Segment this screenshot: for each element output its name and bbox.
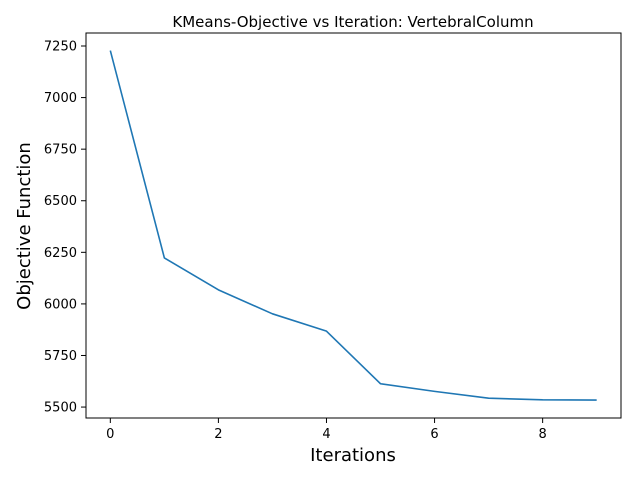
plot-frame — [85, 32, 622, 419]
x-tick-label: 8 — [539, 427, 547, 442]
y-tick-label: 7000 — [44, 91, 77, 106]
plot-background — [86, 33, 621, 418]
x-axis-ticks: 0 2 4 6 8 — [106, 418, 547, 442]
x-tick-label: 2 — [214, 427, 222, 442]
y-tick-label: 6250 — [44, 246, 77, 261]
x-tick-label: 4 — [322, 427, 330, 442]
y-tick-label: 6500 — [44, 194, 77, 209]
y-axis-ticks: 5500 5750 6000 6250 6500 6750 7000 7250 — [44, 39, 86, 416]
y-tick-label: 6750 — [44, 143, 77, 158]
y-axis-label: Objective Function — [14, 142, 35, 310]
series-line — [109, 50, 597, 401]
plot-area: 0 2 4 6 8 5500 5750 6000 6250 6500 6750 7000 7250 — [44, 32, 622, 442]
y-tick-label: 5500 — [44, 401, 77, 416]
y-tick-label: 7250 — [44, 39, 77, 54]
y-tick-label: 5750 — [44, 349, 77, 364]
x-tick-label: 6 — [430, 427, 438, 442]
series-layer — [109, 50, 597, 401]
x-tick-label: 0 — [106, 427, 114, 442]
chart-title: KMeans-Objective vs Iteration: Vertebral… — [172, 13, 533, 31]
y-tick-label: 6000 — [44, 297, 77, 312]
x-axis-label: Iterations — [310, 445, 396, 466]
